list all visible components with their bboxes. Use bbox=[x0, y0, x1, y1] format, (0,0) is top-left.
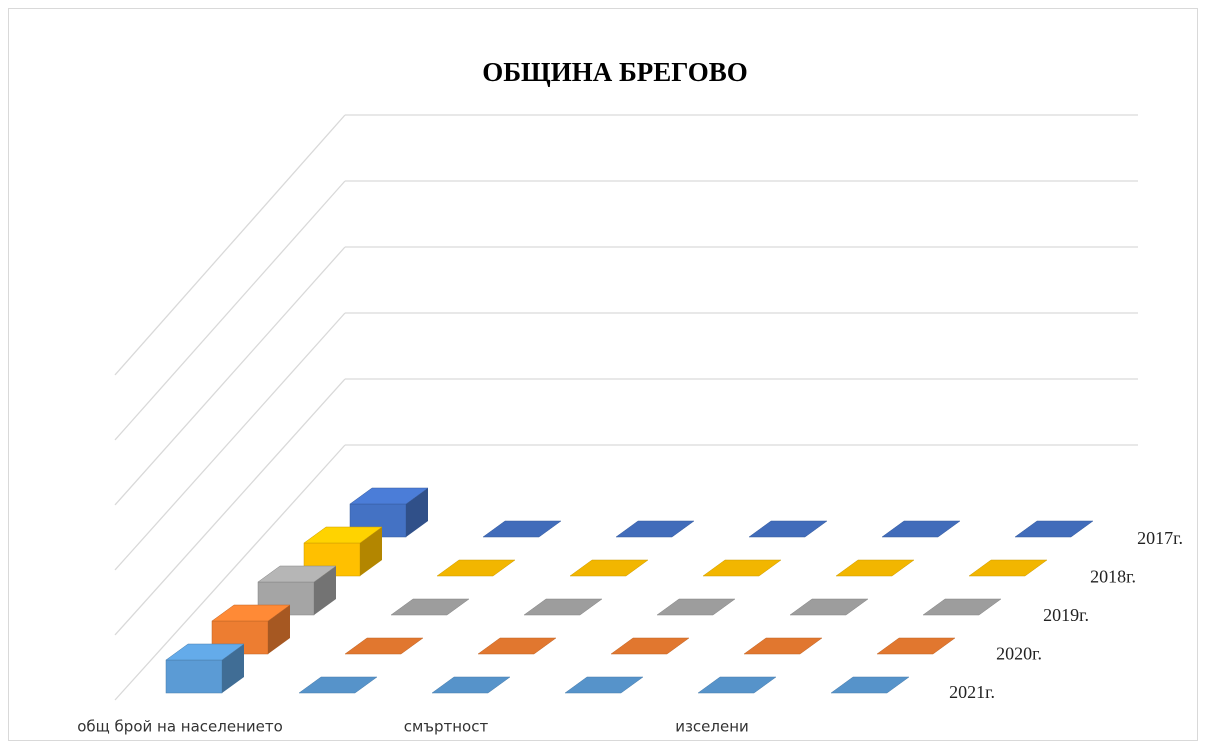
bar bbox=[789, 598, 869, 616]
grid-line bbox=[114, 180, 346, 441]
grid-line bbox=[114, 114, 346, 376]
bar bbox=[1014, 520, 1094, 538]
bar-top bbox=[390, 598, 470, 616]
bar bbox=[702, 559, 782, 577]
bar-top bbox=[344, 637, 424, 655]
bar-top bbox=[702, 559, 782, 577]
bar bbox=[523, 598, 603, 616]
bar-top bbox=[1014, 520, 1094, 538]
bar-top bbox=[298, 676, 378, 694]
bar-top bbox=[876, 637, 956, 655]
bar bbox=[615, 520, 695, 538]
bar bbox=[830, 676, 910, 694]
grid-line bbox=[114, 312, 346, 571]
grid-line bbox=[114, 444, 346, 701]
bar-top bbox=[523, 598, 603, 616]
bar-top bbox=[922, 598, 1002, 616]
bar bbox=[436, 559, 516, 577]
grid-line bbox=[114, 378, 346, 636]
bar bbox=[697, 676, 777, 694]
bar-top bbox=[830, 676, 910, 694]
bar-top bbox=[743, 637, 823, 655]
bar-top bbox=[789, 598, 869, 616]
bar-top bbox=[211, 604, 291, 622]
bar-top bbox=[482, 520, 562, 538]
chart-frame bbox=[8, 8, 1198, 741]
bar bbox=[564, 676, 644, 694]
bar bbox=[835, 559, 915, 577]
bar-top bbox=[349, 487, 429, 505]
bar bbox=[656, 598, 736, 616]
bar-top bbox=[303, 526, 383, 544]
bar bbox=[748, 520, 828, 538]
bar-top bbox=[569, 559, 649, 577]
bar-top bbox=[615, 520, 695, 538]
bar bbox=[211, 604, 291, 655]
bar bbox=[743, 637, 823, 655]
legend-label: 2020г. bbox=[996, 644, 1042, 664]
bar bbox=[298, 676, 378, 694]
bar-top bbox=[257, 565, 337, 583]
bar-top bbox=[656, 598, 736, 616]
legend-label: 2018г. bbox=[1090, 567, 1136, 587]
bar-top bbox=[835, 559, 915, 577]
bar-top bbox=[968, 559, 1048, 577]
bar-top bbox=[610, 637, 690, 655]
bar bbox=[968, 559, 1048, 577]
bar-top bbox=[564, 676, 644, 694]
bar bbox=[610, 637, 690, 655]
bar-top bbox=[748, 520, 828, 538]
grid-line bbox=[114, 246, 346, 506]
bar bbox=[569, 559, 649, 577]
bar bbox=[477, 637, 557, 655]
legend-label: 2021г. bbox=[949, 682, 995, 702]
legend-label: 2017г. bbox=[1137, 528, 1183, 548]
legend-label: 2019г. bbox=[1043, 605, 1089, 625]
bar bbox=[876, 637, 956, 655]
bar-top bbox=[436, 559, 516, 577]
bar bbox=[922, 598, 1002, 616]
x-tick-label: общ брой на населението bbox=[77, 718, 283, 736]
bar-top bbox=[477, 637, 557, 655]
chart-title: ОБЩИНА БРЕГОВО bbox=[482, 57, 748, 87]
bar bbox=[482, 520, 562, 538]
bar-top bbox=[697, 676, 777, 694]
bar bbox=[881, 520, 961, 538]
bar-front bbox=[165, 659, 223, 694]
x-tick-label: смъртност bbox=[404, 718, 489, 736]
bar bbox=[344, 637, 424, 655]
bar bbox=[390, 598, 470, 616]
bar-top bbox=[165, 643, 245, 661]
bar-top bbox=[881, 520, 961, 538]
bar bbox=[431, 676, 511, 694]
bar bbox=[165, 643, 245, 694]
x-tick-label: изселени bbox=[675, 718, 749, 736]
bar-top bbox=[431, 676, 511, 694]
